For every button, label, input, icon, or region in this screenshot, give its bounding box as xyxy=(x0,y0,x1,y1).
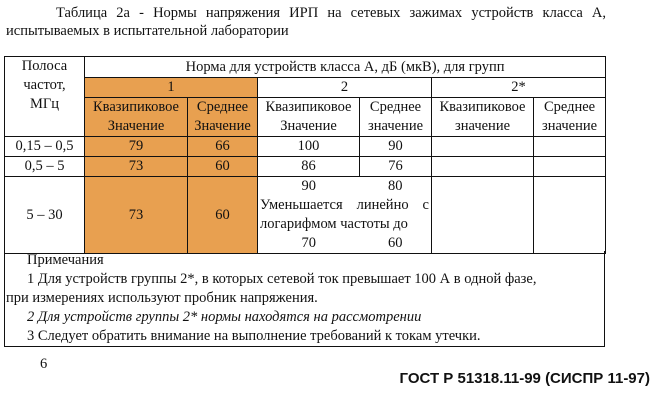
band-header: Полоса частот, МГц xyxy=(4,56,85,137)
table-row: 0,5 – 5 73 60 86 76 xyxy=(4,156,607,177)
subheader: Среднее значение xyxy=(359,97,432,137)
note-1: 1 Для устройств группы 2*, в которых сет… xyxy=(27,271,537,287)
note-2: 2 Для устройств группы 2* нормы находятс… xyxy=(27,309,422,325)
caption-line-1: Таблица 2а - Нормы напряжения ИРП на сет… xyxy=(56,5,606,21)
group-2star-header: 2* xyxy=(430,77,607,98)
notes-box: Примечания 1 Для устройств группы 2*, в … xyxy=(4,251,605,347)
value-cell: 100 xyxy=(257,136,360,157)
note-1-continued: при измерениях используют пробник напряж… xyxy=(6,290,318,306)
group-1-header: 1 xyxy=(84,77,258,98)
value-cell: 79 xyxy=(84,136,188,157)
norm-header: Норма для устройств класса А, дБ (мкВ), … xyxy=(83,56,607,78)
value-cell: 73 xyxy=(84,176,188,254)
empty-cell xyxy=(431,176,534,254)
value-cell: 60 xyxy=(187,176,258,254)
page-number: 6 xyxy=(40,356,48,372)
band-cell: 0,5 – 5 xyxy=(4,156,85,177)
table-row: 5 – 30 73 60 90 80 Уменьшается линейно с … xyxy=(4,176,607,254)
subheader: Среднее значение xyxy=(532,97,607,137)
empty-cell xyxy=(532,136,607,157)
empty-cell xyxy=(431,156,534,177)
notes-heading: Примечания xyxy=(27,252,104,268)
subheader: Квазипиковое значение xyxy=(431,97,534,137)
note-3: 3 Следует обратить внимание на выполнени… xyxy=(27,328,481,344)
group-2-range-cell: 90 80 Уменьшается линейно с логарифмом ча… xyxy=(257,176,432,254)
empty-cell xyxy=(532,156,607,177)
value-cell: 86 xyxy=(257,156,360,177)
subheader: Среднее Значение xyxy=(187,97,258,137)
value-cell: 60 xyxy=(187,156,258,177)
table-caption: Таблица 2а - Нормы напряжения ИРП на сет… xyxy=(6,4,606,40)
table-row: 0,15 – 0,5 79 66 100 90 xyxy=(4,136,607,157)
norms-table: Полоса частот, МГц Норма для устройств кла… xyxy=(4,56,607,254)
group-2-header: 2 xyxy=(257,77,432,98)
empty-cell xyxy=(431,136,534,157)
value-cell: 73 xyxy=(84,156,188,177)
value-cell: 76 xyxy=(359,156,432,177)
caption-line-2: испытываемых в испытательной лаборатории xyxy=(6,23,289,39)
subheader: Квазипиковое Значение xyxy=(257,97,360,137)
band-cell: 0,15 – 0,5 xyxy=(4,136,85,157)
empty-cell xyxy=(532,176,607,254)
value-cell: 90 xyxy=(359,136,432,157)
subheader: Квазипиковое Значение xyxy=(84,97,188,137)
band-cell: 5 – 30 xyxy=(4,176,85,254)
value-cell: 66 xyxy=(187,136,258,157)
standard-designation: ГОСТ Р 51318.11-99 (СИСПР 11-97) xyxy=(399,370,650,387)
